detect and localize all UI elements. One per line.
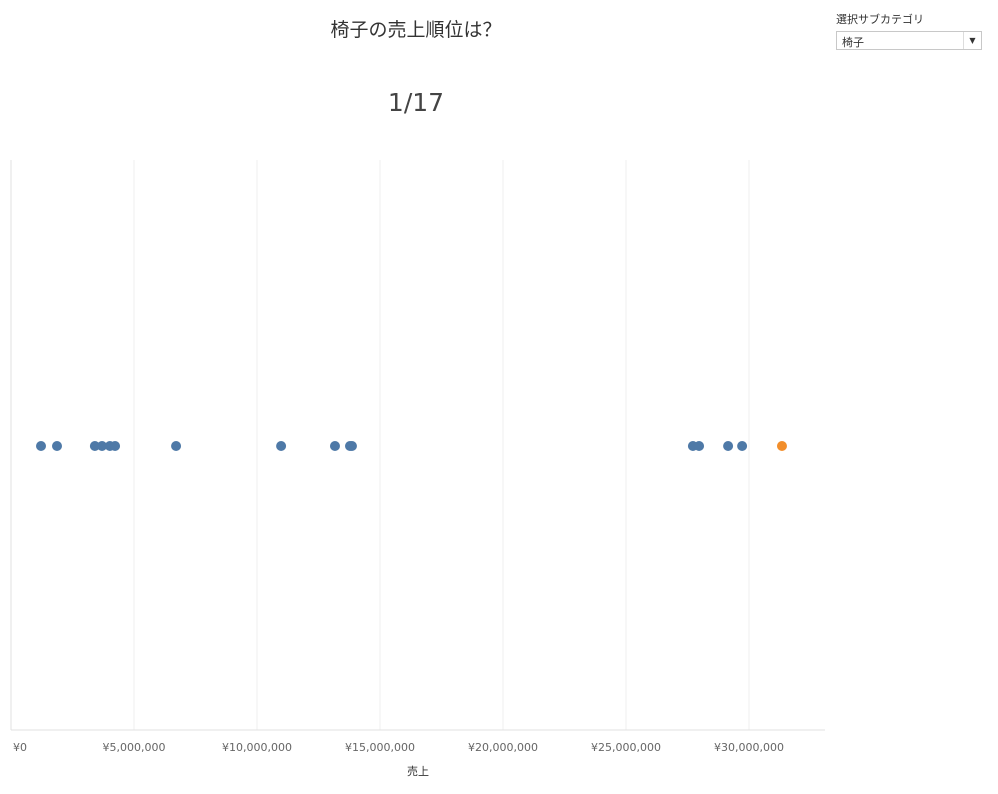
data-point[interactable]: [737, 441, 748, 451]
dropdown-value: 椅子: [842, 36, 864, 49]
x-tick-label: ¥0: [13, 741, 27, 754]
rank-text: 1/17: [387, 88, 445, 117]
data-point[interactable]: [97, 441, 108, 451]
data-point[interactable]: [89, 441, 100, 451]
data-point[interactable]: [723, 441, 734, 451]
x-tick-label: ¥10,000,000: [222, 741, 292, 754]
x-tick-label: ¥25,000,000: [591, 741, 661, 754]
x-axis-title: 売上: [407, 765, 429, 778]
x-tick-label: ¥15,000,000: [345, 741, 415, 754]
x-tick-label: ¥30,000,000: [714, 741, 784, 754]
chevron-down-icon[interactable]: ▼: [963, 32, 981, 49]
data-point[interactable]: [110, 441, 121, 451]
data-point[interactable]: [52, 441, 63, 451]
data-point[interactable]: [346, 441, 357, 451]
x-tick-label: ¥5,000,000: [103, 741, 166, 754]
data-point[interactable]: [329, 441, 340, 451]
data-point[interactable]: [36, 441, 47, 451]
highlighted-point[interactable]: [776, 441, 787, 451]
page-title: 椅子の売上順位は？: [330, 19, 502, 41]
data-point[interactable]: [694, 441, 705, 451]
x-tick-label: ¥20,000,000: [468, 741, 538, 754]
subcategory-dropdown[interactable]: 椅子 ▼: [836, 31, 982, 50]
data-point[interactable]: [171, 441, 182, 451]
data-point[interactable]: [276, 441, 287, 451]
filter-label: 選択サブカテゴリ: [836, 13, 924, 26]
